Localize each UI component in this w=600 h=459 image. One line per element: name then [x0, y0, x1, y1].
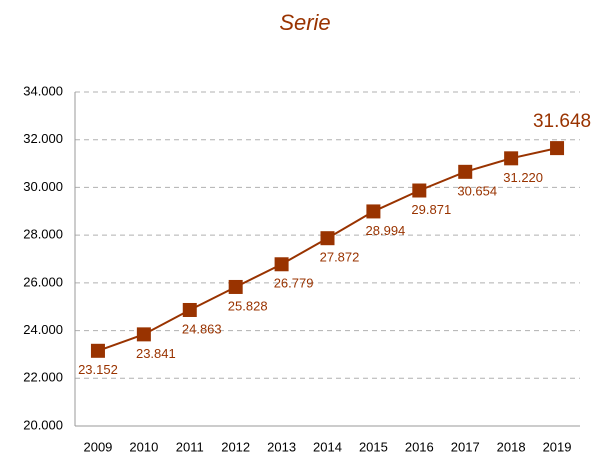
x-tick-label: 2009: [83, 439, 112, 454]
x-tick-label: 2017: [451, 439, 480, 454]
data-label: 25.828: [228, 298, 268, 313]
marker: [90, 343, 105, 358]
data-label: 30.654: [457, 183, 497, 198]
x-tick-label: 2015: [359, 439, 388, 454]
y-tick-label: 20.000: [23, 417, 63, 432]
x-tick-label: 2019: [543, 439, 572, 454]
y-tick-label: 26.000: [23, 274, 63, 289]
x-tick-label: 2013: [267, 439, 296, 454]
y-tick-label: 34.000: [23, 83, 63, 98]
data-label: 27.872: [320, 250, 360, 265]
marker: [550, 141, 565, 156]
data-label: 31.220: [503, 170, 543, 185]
marker: [412, 183, 427, 198]
x-tick-label: 2018: [497, 439, 526, 454]
marker: [136, 327, 151, 342]
y-tick-label: 30.000: [23, 179, 63, 194]
data-label: 26.779: [274, 276, 314, 291]
data-label: 23.152: [78, 362, 118, 377]
data-label: 23.841: [136, 346, 176, 361]
marker: [458, 164, 473, 179]
x-tick-label: 2011: [176, 439, 204, 454]
y-tick-label: 24.000: [23, 322, 63, 337]
x-tick-label: 2016: [405, 439, 434, 454]
marker: [320, 231, 335, 246]
data-label: 31.648: [533, 111, 591, 132]
y-tick-label: 28.000: [23, 227, 63, 242]
chart-title: Serie: [279, 10, 330, 35]
x-tick-label: 2010: [129, 439, 158, 454]
marker: [366, 204, 381, 219]
marker: [504, 151, 519, 166]
marker: [228, 279, 243, 294]
y-tick-label: 32.000: [23, 131, 63, 146]
data-label: 28.994: [366, 223, 406, 238]
data-label: 24.863: [182, 321, 222, 336]
marker: [274, 257, 289, 272]
marker: [182, 302, 197, 317]
y-tick-label: 22.000: [23, 370, 63, 385]
data-label: 29.871: [411, 202, 451, 217]
x-tick-label: 2014: [313, 439, 342, 454]
x-tick-label: 2012: [221, 439, 250, 454]
